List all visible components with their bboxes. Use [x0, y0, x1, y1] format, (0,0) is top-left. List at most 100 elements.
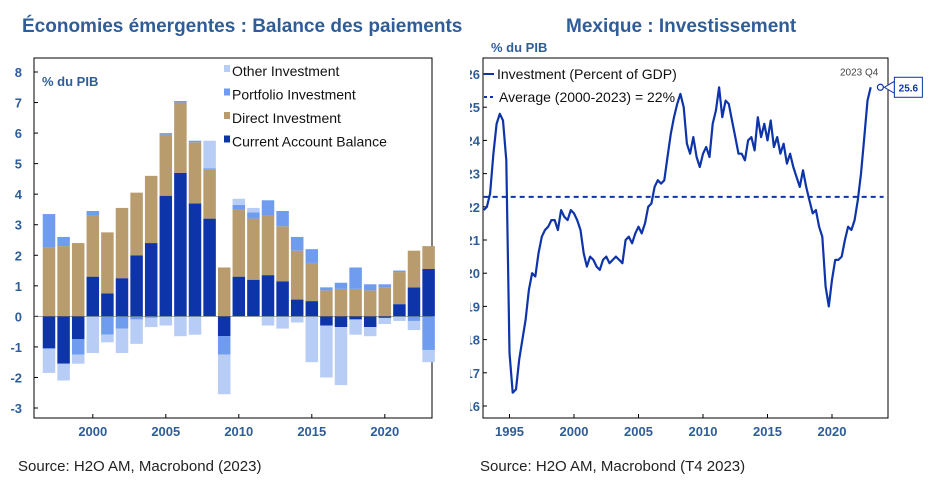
bar-current-account-balance	[144, 243, 158, 317]
bar-current-account-balance	[247, 279, 260, 317]
bar-current-account-balance	[363, 316, 377, 328]
x-tick-label: 2010	[689, 424, 718, 439]
y-tick-label: 7	[15, 96, 22, 111]
bar-current-account-balance	[42, 316, 56, 349]
bar-portfolio-investment	[305, 249, 319, 263]
bar-current-account-balance	[305, 301, 319, 317]
bar-direct-investment	[363, 290, 377, 317]
bar-portfolio-investment	[217, 336, 231, 355]
bar-direct-investment	[101, 232, 114, 294]
y-tick-label: 22	[470, 200, 480, 215]
bar-current-account-balance	[276, 281, 289, 317]
bar-portfolio-investment	[86, 210, 100, 216]
left-chart-source: Source: H2O AM, Macrobond (2023)	[18, 458, 262, 475]
x-tick-label: 2015	[753, 424, 782, 439]
legend-label: Direct Investment	[232, 110, 341, 126]
y-tick-label: -1	[10, 340, 22, 355]
bar-other-investment	[276, 316, 289, 329]
bar-portfolio-investment	[159, 133, 173, 135]
bar-current-account-balance	[57, 316, 70, 364]
bar-direct-investment	[276, 226, 289, 282]
legend-label: Portfolio Investment	[232, 87, 356, 103]
y-tick-label: -2	[10, 370, 22, 385]
bar-other-investment	[101, 334, 114, 343]
bar-other-investment	[203, 140, 216, 169]
bar-other-investment	[188, 316, 202, 335]
bar-current-account-balance	[393, 304, 406, 317]
bar-current-account-balance	[203, 218, 216, 317]
x-tick-label: 2005	[151, 424, 180, 439]
left-chart-title: Économies émergentes : Balance des paiem…	[22, 16, 463, 37]
bar-portfolio-investment	[407, 316, 421, 321]
bar-other-investment	[130, 319, 143, 344]
y-tick-label: 1	[15, 279, 22, 294]
bar-portfolio-investment	[101, 316, 114, 335]
bar-other-investment	[407, 320, 421, 331]
bar-direct-investment	[130, 192, 143, 256]
last-value-label: 25.6	[899, 83, 919, 94]
x-tick-label: 1995	[495, 424, 524, 439]
bar-other-investment	[290, 316, 304, 323]
bar-other-investment	[42, 348, 56, 373]
y-tick-label: 4	[15, 187, 23, 202]
legend-swatch	[224, 88, 230, 96]
bar-current-account-balance	[407, 287, 421, 317]
bar-portfolio-investment	[334, 282, 348, 289]
legend-label: Average (2000-2023) = 22%	[499, 89, 675, 105]
y-tick-label: 2	[15, 248, 22, 263]
bar-current-account-balance	[71, 316, 85, 340]
bar-other-investment	[378, 317, 392, 324]
bar-direct-investment	[71, 243, 85, 317]
right-chart: 16 17 18 19 20 21 22 23 24 25 26 1995 2000 2005 2010 20…	[470, 40, 923, 439]
x-tick-label: 2020	[370, 424, 399, 439]
bar-other-investment	[393, 316, 406, 321]
bar-portfolio-investment	[378, 284, 392, 288]
y-tick-label: -3	[10, 401, 22, 416]
y-axis-label: % du PIB	[491, 40, 547, 55]
bar-portfolio-investment	[232, 204, 246, 210]
bar-portfolio-investment	[320, 287, 333, 291]
y-tick-label: 20	[470, 266, 480, 281]
bar-portfolio-investment	[115, 316, 129, 329]
y-tick-label: 24	[470, 133, 481, 148]
bar-direct-investment	[247, 218, 260, 280]
y-axis-label: % du PIB	[42, 74, 98, 89]
y-tick-label: 0	[15, 309, 22, 324]
legend-label: Other Investment	[232, 63, 339, 79]
bar-direct-investment	[349, 288, 362, 317]
bar-other-investment	[57, 363, 70, 381]
bar-current-account-balance	[130, 255, 143, 317]
right-chart-title: Mexique : Investissement	[566, 16, 797, 37]
bar-other-investment	[363, 327, 377, 337]
bar-portfolio-investment	[57, 236, 70, 247]
bar-current-account-balance	[188, 203, 202, 317]
bar-portfolio-investment	[393, 270, 406, 273]
bar-direct-investment	[174, 102, 187, 173]
y-tick-label: 17	[470, 366, 480, 381]
x-tick-label: 2000	[78, 424, 107, 439]
bar-other-investment	[159, 316, 173, 326]
bar-direct-investment	[159, 134, 173, 196]
bar-direct-investment	[42, 247, 56, 317]
bar-other-investment	[232, 198, 246, 205]
bar-other-investment	[71, 354, 85, 364]
bar-direct-investment	[86, 215, 100, 277]
bar-portfolio-investment	[422, 316, 435, 350]
bar-portfolio-investment	[130, 316, 143, 320]
bar-current-account-balance	[422, 269, 435, 317]
y-tick-label: 8	[15, 65, 22, 80]
bar-direct-investment	[115, 207, 129, 279]
y-tick-label: 26	[470, 67, 480, 82]
bar-current-account-balance	[115, 278, 129, 317]
x-tick-label: 2010	[224, 424, 253, 439]
bar-portfolio-investment	[71, 339, 85, 355]
bar-current-account-balance	[86, 276, 100, 317]
y-tick-label: 21	[470, 233, 480, 248]
bar-other-investment	[217, 354, 231, 395]
bar-portfolio-investment	[174, 101, 187, 103]
bar-direct-investment	[217, 267, 231, 317]
bar-other-investment	[334, 327, 348, 386]
legend-swatch	[224, 65, 230, 72]
bar-direct-investment	[378, 287, 392, 317]
bar-other-investment	[86, 316, 100, 354]
